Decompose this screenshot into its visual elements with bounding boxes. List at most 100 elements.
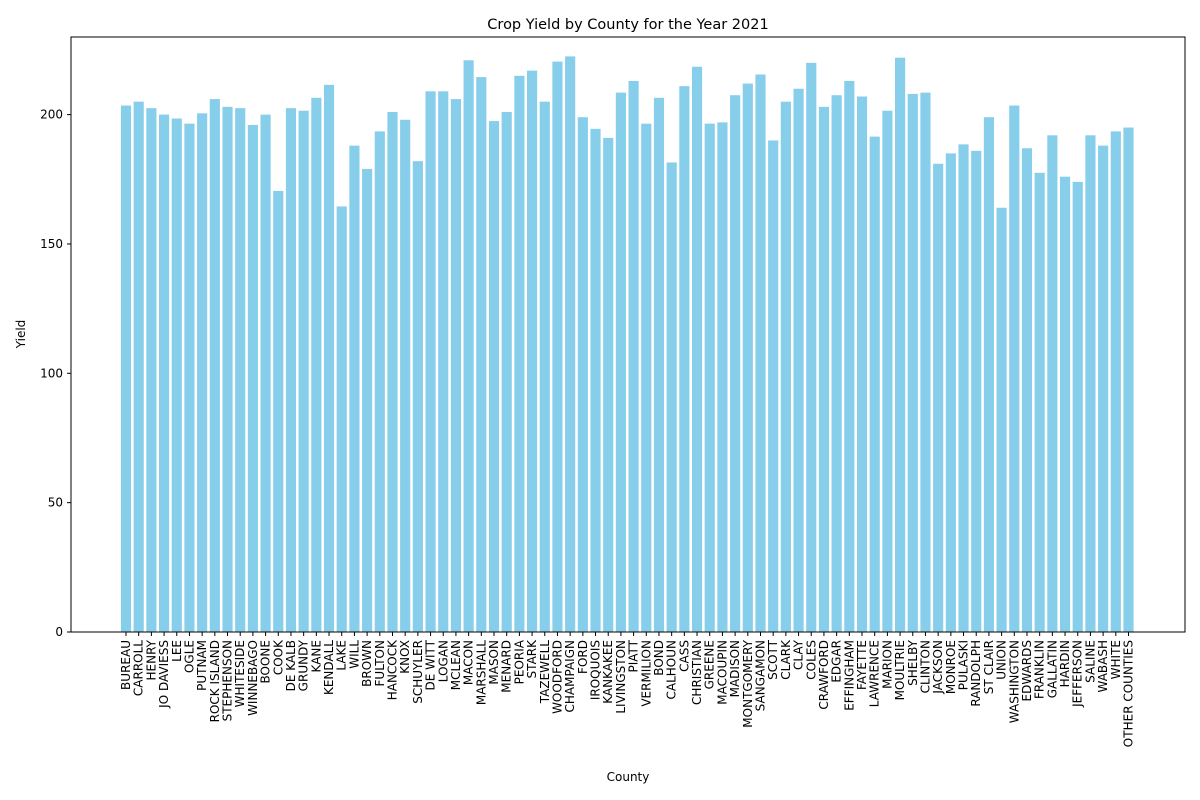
x-tick-label: CHAMPAIGN	[563, 640, 577, 712]
x-tick-label: LOGAN	[436, 640, 450, 682]
x-tick-label: PEORIA	[512, 639, 526, 684]
bar	[247, 124, 258, 633]
bar	[971, 150, 982, 632]
bar	[920, 92, 931, 633]
bar	[730, 95, 741, 632]
x-tick-label: COOK	[271, 639, 285, 675]
x-tick-label: EFFINGHAM	[842, 640, 856, 711]
x-tick-label: BOND	[652, 640, 666, 676]
bar	[298, 110, 309, 633]
bar	[1034, 172, 1045, 632]
bar	[146, 108, 157, 632]
y-tick-label: 100	[40, 366, 63, 380]
bar	[653, 97, 665, 633]
y-tick-label: 0	[55, 625, 63, 639]
bar	[958, 144, 969, 633]
x-tick-label: FAYETTE	[855, 640, 869, 690]
x-tick-label: OTHER COUNTIES	[1122, 640, 1136, 747]
x-tick-label: STARK	[525, 639, 539, 679]
x-tick-label: GREENE	[703, 640, 717, 689]
x-tick-label: MADISON	[728, 640, 742, 697]
x-tick-label: LIVINGSTON	[614, 640, 628, 714]
x-tick-label: LAWRENCE	[868, 640, 882, 707]
x-tick-label: MENARD	[500, 640, 514, 693]
bar	[983, 117, 994, 632]
bar	[1047, 135, 1058, 633]
bar	[285, 108, 297, 632]
x-tick-label: GRUNDY	[297, 639, 311, 691]
bar	[1098, 145, 1109, 632]
x-tick-label: EDGAR	[830, 640, 844, 683]
bar	[691, 66, 703, 632]
bars-layer	[120, 56, 1134, 633]
bar	[400, 119, 411, 632]
x-tick-label: TAZEWELL	[538, 640, 552, 705]
x-tick-label: KANE	[309, 640, 323, 672]
bar	[463, 60, 474, 632]
bar	[222, 106, 233, 633]
bar	[311, 97, 322, 633]
x-tick-label: WOODFORD	[550, 640, 564, 714]
bar	[831, 95, 842, 632]
x-tick-label: DE KALB	[284, 640, 298, 691]
bar	[260, 114, 271, 633]
bar	[527, 70, 538, 632]
x-tick-label: MONROE	[944, 640, 958, 694]
x-tick-label: FULTON	[373, 640, 387, 686]
bar	[818, 106, 830, 633]
bar	[425, 91, 436, 632]
bar	[869, 136, 880, 632]
bar	[476, 77, 487, 633]
bar	[488, 121, 500, 632]
bar	[1110, 131, 1121, 633]
bar	[539, 101, 550, 633]
x-tick-label: LEE	[170, 640, 184, 662]
x-tick-label: MARION	[880, 640, 894, 689]
bar	[1085, 135, 1096, 633]
bar	[133, 101, 144, 633]
x-tick-label: MARSHALL	[474, 640, 488, 705]
x-tick-label: EDWARDS	[1020, 640, 1034, 701]
x-tick-label: BUREAU	[119, 640, 133, 690]
bar	[501, 112, 512, 632]
x-tick-label: PULASKI	[957, 640, 971, 690]
bar	[1009, 105, 1020, 633]
x-tick-label: KNOX	[398, 640, 412, 674]
x-tick-label: JACKSON	[931, 640, 945, 695]
x-tick-label: OGLE	[182, 640, 196, 673]
plot-frame	[70, 36, 1186, 633]
x-tick-label: WHITESIDE	[233, 640, 247, 707]
bar	[273, 190, 284, 633]
bar	[552, 61, 563, 632]
x-tick-label: MACON	[462, 640, 476, 685]
x-tick-label: VERMILION	[639, 640, 653, 707]
x-tick-label: UNION	[995, 640, 1009, 680]
bar	[323, 84, 335, 633]
bar	[197, 113, 208, 632]
x-tick-label: SALINE	[1083, 640, 1097, 683]
bar	[793, 88, 804, 633]
bar	[882, 110, 893, 633]
bar	[349, 145, 360, 632]
x-tick-label: HANCOCK	[385, 639, 399, 700]
x-tick-label: HARDIN	[1058, 640, 1072, 687]
x-tick-label: MASON	[487, 640, 501, 685]
x-tick-label: BOONE	[259, 640, 273, 683]
bar	[704, 123, 715, 632]
bar	[666, 162, 677, 632]
bar	[768, 140, 779, 633]
x-tick-label: CLARK	[779, 639, 793, 680]
bar	[412, 161, 423, 633]
bar	[615, 92, 626, 633]
bar	[184, 123, 195, 632]
x-tick-label: SANGAMON	[753, 640, 767, 711]
x-tick-label: CLAY	[792, 639, 806, 670]
x-tick-label: MONTGOMERY	[741, 639, 755, 727]
x-tick-label: SCOTT	[766, 639, 780, 680]
x-axis-title: County	[607, 770, 650, 784]
x-tick-label: WINNEBAGO	[246, 640, 260, 716]
bar	[438, 91, 449, 632]
